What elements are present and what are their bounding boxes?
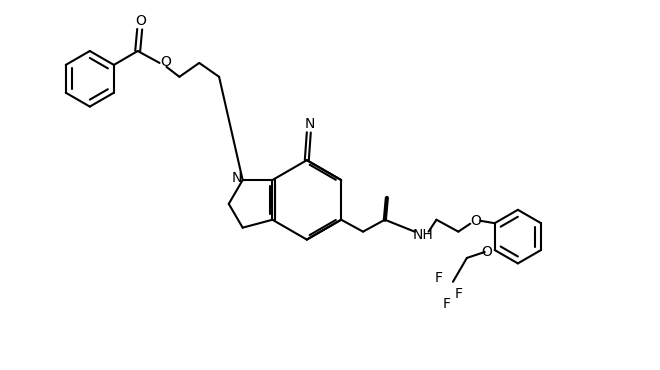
Text: O: O — [481, 245, 492, 259]
Text: F: F — [435, 271, 443, 285]
Text: F: F — [443, 297, 451, 310]
Text: O: O — [471, 214, 482, 228]
Text: N: N — [232, 171, 242, 185]
Text: O: O — [135, 14, 146, 28]
Text: F: F — [455, 287, 463, 301]
Text: O: O — [160, 55, 171, 69]
Text: NH: NH — [412, 228, 433, 242]
Text: N: N — [305, 117, 315, 131]
